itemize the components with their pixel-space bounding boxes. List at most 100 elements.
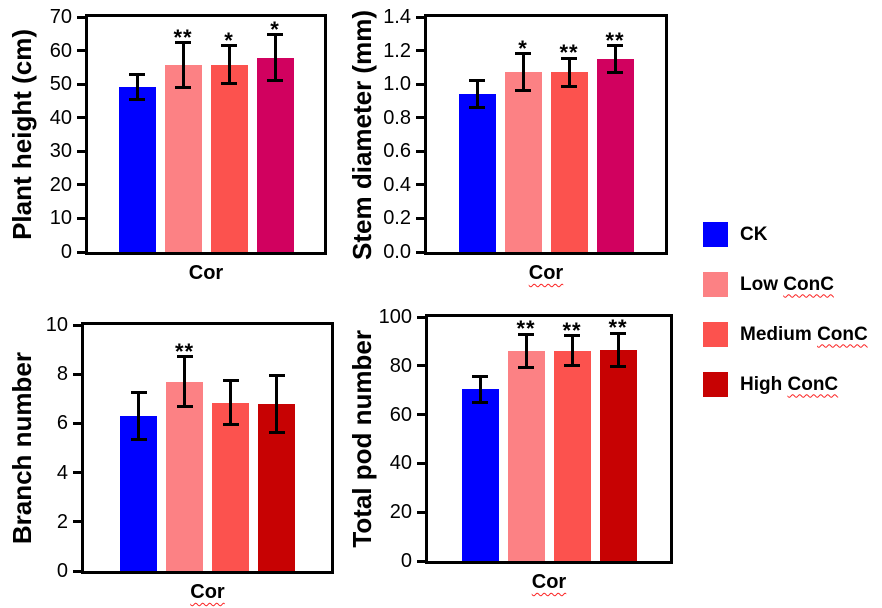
bar — [212, 402, 249, 571]
y-tick-label: 0 — [60, 241, 72, 263]
error-bar-cap-top — [222, 378, 239, 382]
error-bar-line — [181, 42, 185, 88]
error-bar-line — [475, 80, 479, 108]
y-tick-label: 40 — [389, 452, 412, 475]
error-bar-cap-bottom — [610, 365, 626, 369]
y-tick-mark — [77, 250, 85, 254]
legend-swatch — [703, 322, 728, 347]
bars-layer: * ** ** — [427, 17, 665, 252]
error-bar-line — [521, 53, 525, 91]
y-tick-label: 1.2 — [383, 39, 411, 62]
error-bar-line — [616, 333, 620, 367]
error-bar-line — [229, 380, 232, 425]
bar — [553, 350, 591, 561]
error-bar-line — [135, 74, 139, 100]
error-bar-cap-top — [607, 44, 623, 48]
bar — [596, 58, 634, 252]
legend-swatch — [703, 372, 728, 397]
bar-group-medium-conc: ** — [553, 317, 591, 561]
y-tick-mark — [73, 520, 81, 524]
error-bar-cap-bottom — [130, 437, 147, 441]
legend-label-underlined-text: ConC — [817, 323, 868, 345]
y-tick-label: 6 — [56, 412, 68, 435]
plot-area: 0 2 4 6 8 10 ** — [46, 314, 334, 582]
bars-layer: ** — [84, 325, 331, 571]
y-tick-mark — [73, 323, 81, 327]
x-axis-label-text: Cor — [531, 571, 567, 593]
y-tick-label: 1.0 — [383, 73, 411, 96]
y-tick-mark — [73, 569, 81, 573]
bar — [256, 57, 294, 252]
legend-label-underlined-text: ConC — [783, 273, 834, 295]
bar — [118, 86, 156, 252]
bar-group-ck — [458, 17, 496, 252]
error-bar-cap-bottom — [267, 78, 283, 82]
bar — [458, 94, 496, 252]
y-tick-label: 40 — [49, 106, 72, 129]
bar-group-high-conc: ** — [599, 317, 637, 561]
y-tick-label: 10 — [45, 314, 68, 336]
error-bar-cap-bottom — [129, 97, 145, 101]
significance-label: * — [270, 16, 280, 42]
error-bar-cap-top — [610, 331, 626, 335]
bar — [164, 65, 202, 252]
y-tick-label: 80 — [389, 354, 412, 377]
bar-group-ck — [120, 325, 157, 571]
error-bar-cap-top — [469, 79, 485, 83]
y-tick-label: 60 — [49, 39, 72, 62]
y-tick-mark — [416, 250, 424, 254]
bar — [210, 64, 248, 252]
bar-group-low-conc: ** — [507, 317, 545, 561]
y-tick-label: 60 — [389, 403, 412, 426]
y-tick-label: 100 — [378, 306, 412, 328]
bar — [507, 350, 545, 561]
error-bar-cap-bottom — [268, 430, 285, 434]
error-bar-cap-top — [515, 52, 531, 56]
y-tick-label: 0.0 — [383, 241, 411, 263]
bar-group-high-conc: * — [256, 17, 294, 252]
legend-label-underlined-text: ConC — [787, 373, 839, 395]
error-bar-cap-bottom — [561, 85, 577, 89]
y-tick-mark — [73, 372, 81, 376]
y-tick-mark — [417, 315, 425, 319]
y-tick-label: 70 — [49, 6, 72, 28]
error-bar-cap-top — [129, 72, 145, 76]
error-bar-line — [567, 58, 571, 87]
bar — [504, 72, 542, 252]
error-bar-line — [273, 34, 277, 81]
error-bar-line — [524, 334, 528, 368]
legend-label: Low ConC — [740, 274, 834, 296]
error-bar-cap-top — [268, 373, 285, 377]
y-tick-mark — [77, 116, 85, 120]
bar-group-ck — [118, 17, 156, 252]
y-tick-mark — [416, 82, 424, 86]
y-tick-label: 0.2 — [383, 207, 411, 230]
error-bar-cap-top — [176, 355, 193, 359]
x-axis-label-text: Cor — [188, 262, 224, 284]
chart-stem-diameter: Stem diameter (mm) 0.0 0.2 0.4 0.6 0.8 1.0 1.2 1… — [340, 0, 685, 289]
bar — [550, 72, 588, 252]
significance-label: * — [224, 27, 234, 53]
error-bar-cap-bottom — [607, 70, 623, 74]
bar-group-low-conc: ** — [164, 17, 202, 252]
error-bar-cap-top — [561, 56, 577, 60]
x-axis-label: Cor — [425, 571, 673, 594]
y-tick-mark — [416, 216, 424, 220]
bar-group-high-conc — [258, 325, 295, 571]
bar-group-medium-conc — [212, 325, 249, 571]
y-tick-mark — [77, 216, 85, 220]
legend: CK Low ConC Medium ConC High ConC — [703, 222, 868, 422]
y-tick-label: 50 — [49, 73, 72, 96]
legend-item-ck: CK — [703, 222, 868, 247]
y-tick-mark — [77, 82, 85, 86]
y-tick-label: 10 — [49, 207, 72, 230]
significance-label: ** — [562, 317, 582, 343]
legend-label-text: High — [740, 373, 788, 395]
y-tick-mark — [77, 15, 85, 19]
significance-label: ** — [174, 338, 195, 364]
y-tick-mark — [417, 413, 425, 417]
error-bar-cap-top — [130, 391, 147, 395]
error-bar-cap-bottom — [221, 82, 237, 86]
y-tick-mark — [416, 116, 424, 120]
bar-group-low-conc: * — [504, 17, 542, 252]
